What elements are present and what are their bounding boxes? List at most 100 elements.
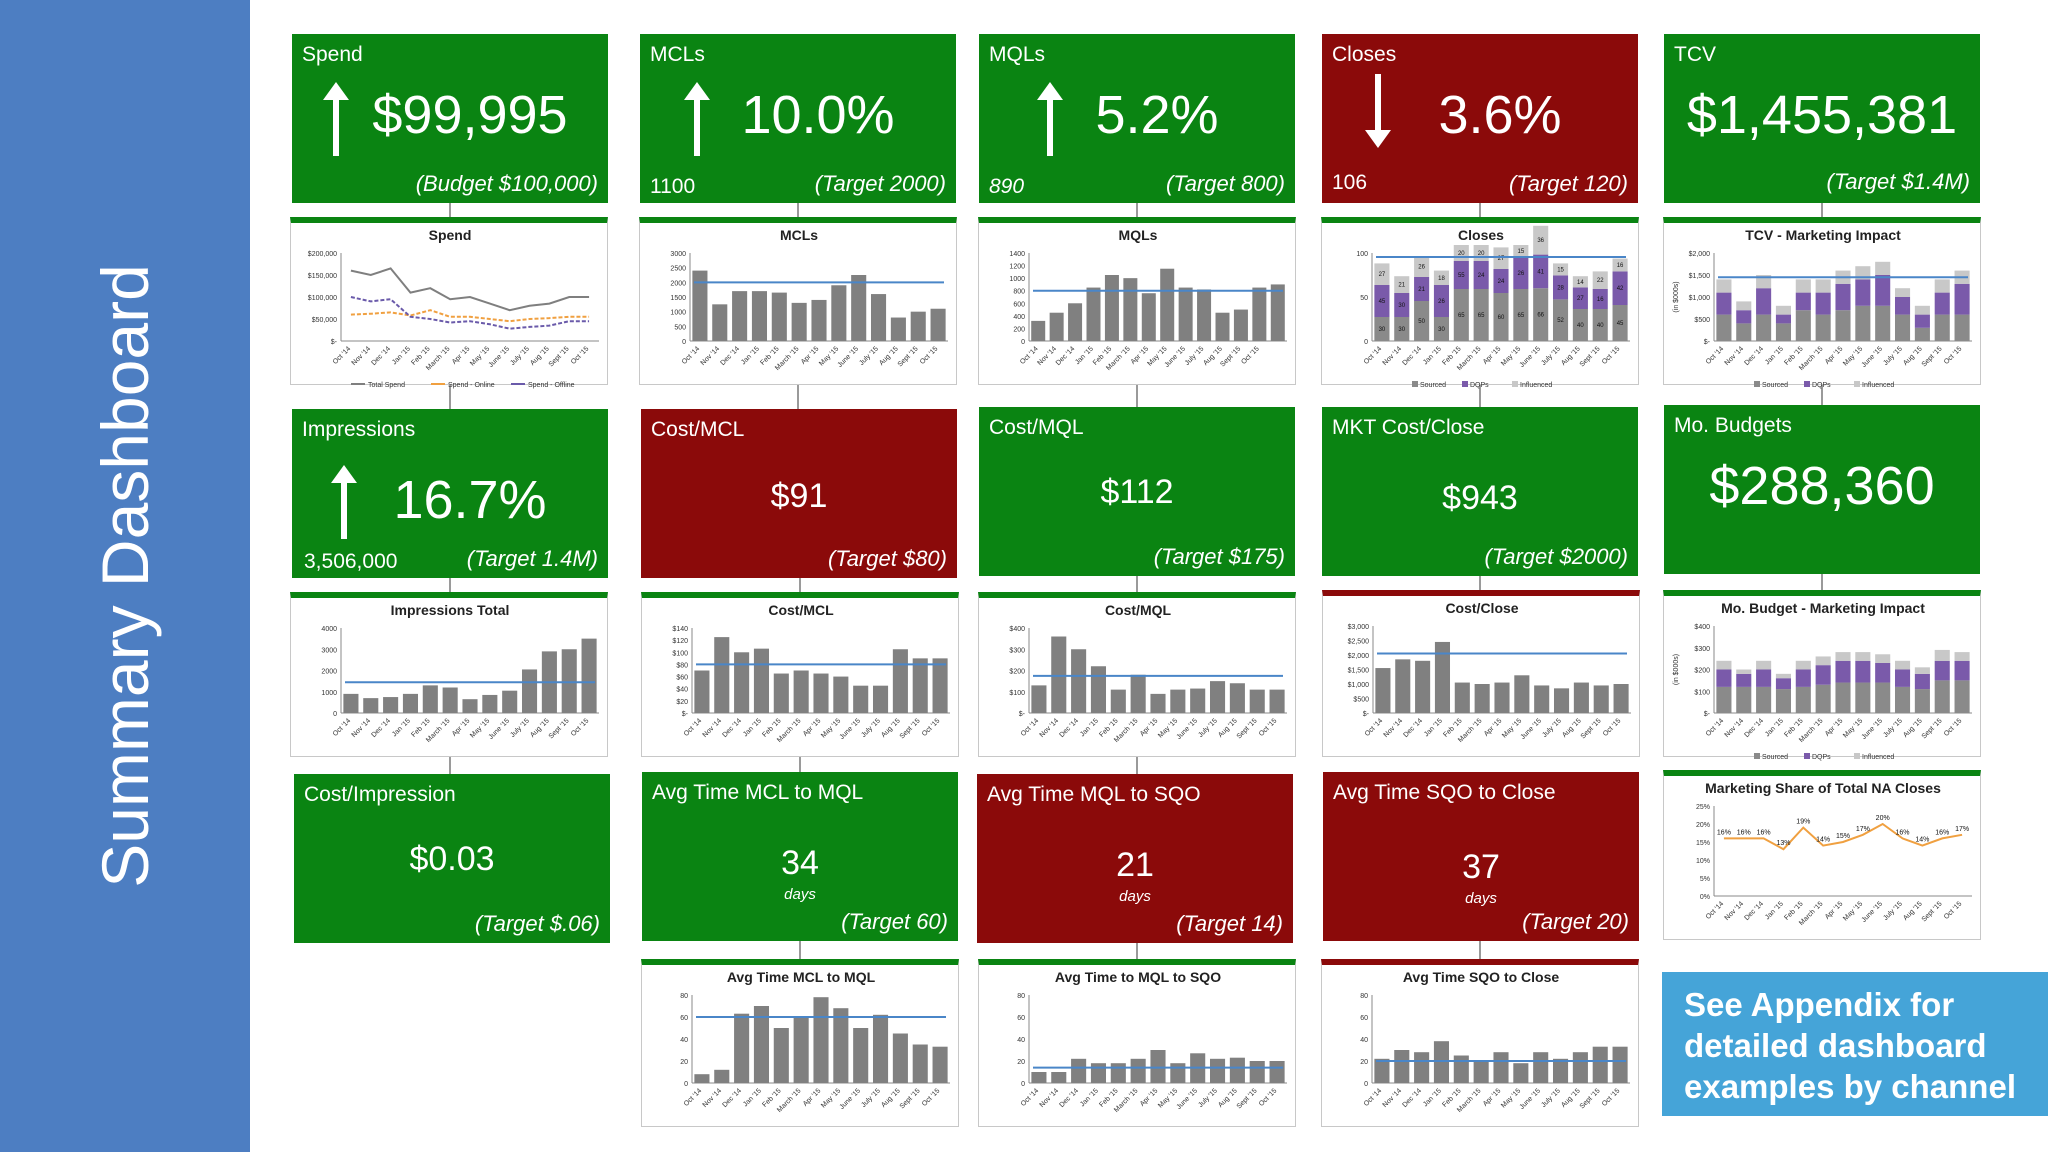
bar (853, 685, 869, 713)
data-label: 30 (1379, 327, 1386, 333)
kpi-label: Spend (302, 43, 363, 66)
bar-segment (1835, 310, 1851, 341)
kpi-cost-mcl[interactable]: Cost/MCL $91 (Target $80) (641, 409, 957, 578)
data-label: 26 (1438, 299, 1445, 305)
chart-title: MCLs (780, 227, 818, 243)
x-tick-label: July '15 (1540, 345, 1562, 367)
connector (797, 385, 799, 409)
bar (442, 687, 458, 713)
kpi-label: MQLs (989, 43, 1046, 66)
kpi-value: 37 (1462, 848, 1500, 886)
bar-segment (1914, 689, 1930, 713)
chart-tcv: TCV - Marketing Impact $2,000 $1,500 $1,000… (1663, 217, 1981, 389)
bar (870, 294, 887, 341)
kpi-target: (Target 2000) (814, 171, 946, 196)
x-tick-label: June '15 (839, 717, 863, 741)
y-tick-label: $100 (1009, 690, 1025, 697)
bar (581, 638, 597, 713)
legend-swatch (1412, 381, 1418, 387)
x-tick-label: Oct '14 (1705, 900, 1726, 921)
data-label: 16% (1896, 829, 1910, 836)
bar (363, 698, 379, 713)
data-label: 36 (1537, 238, 1544, 244)
data-label: 26 (1518, 271, 1525, 277)
bar-segment (1855, 660, 1871, 683)
kpi-mqls[interactable]: MQLs 5.2% 890 (Target 800) (979, 34, 1295, 203)
appendix-callout[interactable]: See Appendix for detailed dashboard exam… (1662, 972, 2048, 1116)
x-tick-label: Sept '15 (1580, 717, 1603, 740)
connector (449, 385, 451, 409)
bar-segment (1914, 667, 1930, 674)
y-tick-label: $50,000 (312, 317, 337, 324)
kpi-impressions[interactable]: Impressions 16.7% 3,506,000 (Target 1.4M… (292, 409, 608, 578)
x-tick-label: June '15 (1176, 717, 1200, 741)
bar-segment (1875, 275, 1891, 306)
arrow-up-icon (684, 82, 710, 156)
bar-segment (1775, 673, 1792, 679)
data-label: 17% (1856, 826, 1870, 833)
y-tick-label: $1,000 (1689, 295, 1711, 302)
kpi-avg-sqo-close[interactable]: Avg Time SQO to Close 37 days (Target 20… (1323, 772, 1639, 941)
data-label: 27 (1379, 272, 1386, 278)
x-tick-label: Jan '15 (391, 345, 412, 366)
bar (1071, 649, 1087, 713)
bar-segment (1592, 271, 1608, 289)
data-label: 60 (1498, 315, 1505, 321)
bar-segment (1855, 652, 1871, 661)
kpi-cost-impression[interactable]: Cost/Impression $0.03 (Target $.06) (294, 774, 610, 943)
x-tick-label: June '15 (1519, 345, 1543, 369)
kpi-avg-mql-sqo[interactable]: Avg Time MQL to SQO 21 days (Target 14) (977, 774, 1293, 943)
kpi-closes[interactable]: Closes 3.6% 106 (Target 120) (1322, 34, 1638, 203)
x-tick-label: Oct '15 (921, 717, 942, 738)
kpi-mcls[interactable]: MCLs 10.0% 1100 (Target 2000) (640, 34, 956, 203)
kpi-target: (Target $.06) (474, 911, 600, 936)
bar-segment (1815, 684, 1831, 713)
bar (1123, 278, 1138, 341)
bar-segment (1736, 310, 1752, 324)
y-tick-label: 3000 (321, 647, 337, 654)
chart-avg-mql-sqo: Avg Time to MQL to SQO 80 60 40 20 0 Oct '14 No… (978, 959, 1296, 1127)
x-tick-label: Jan '15 (1079, 717, 1100, 738)
series-line (350, 296, 590, 330)
kpi-mo-budgets[interactable]: Mo. Budgets $288,360 (1664, 405, 1980, 574)
kpi-avg-mcl-mql[interactable]: Avg Time MCL to MQL 34 days (Target 60) (642, 772, 958, 941)
x-tick-label: Oct '14 (1020, 1087, 1041, 1108)
kpi-mkt-cost-close[interactable]: MKT Cost/Close $943 (Target $2000) (1322, 407, 1638, 576)
data-label: 14% (1915, 837, 1929, 844)
bar (872, 1014, 889, 1083)
y-tick-label: 20 (680, 1059, 688, 1066)
x-tick-label: June '15 (1861, 345, 1885, 369)
bar (1170, 689, 1186, 713)
bar-segment (1914, 305, 1930, 315)
kpi-spend[interactable]: Spend $99,995 (Budget $100,000) (292, 34, 608, 203)
kpi-label: Avg Time MCL to MQL (652, 781, 864, 804)
connector (1136, 757, 1138, 774)
y-tick-label: $200 (1009, 669, 1025, 676)
y-tick-label: $- (331, 339, 338, 346)
bar (793, 1017, 809, 1083)
bar (1233, 309, 1248, 341)
x-tick-label: Oct '14 (683, 717, 704, 738)
x-tick-label: June '15 (488, 345, 512, 369)
y-tick-label: 80 (1360, 993, 1368, 1000)
kpi-target: (Target 800) (1165, 171, 1285, 196)
y-tick-label: 2000 (670, 280, 686, 287)
x-tick-label: Dec '14 (721, 1087, 743, 1109)
data-label: 18 (1438, 276, 1445, 282)
kpi-label: TCV (1674, 43, 1716, 66)
chart-title: Cost/MCL (768, 602, 834, 618)
bar-segment (1875, 662, 1891, 683)
series-line (350, 267, 590, 312)
y-tick-label: $100 (1694, 689, 1710, 696)
x-tick-label: Nov '14 (702, 1087, 724, 1109)
bar-segment (1954, 652, 1970, 661)
kpi-tcv[interactable]: TCV $1,455,381 (Target $1.4M) (1664, 34, 1980, 203)
bar (1130, 1058, 1146, 1083)
kpi-cost-mql[interactable]: Cost/MQL $112 (Target $175) (979, 407, 1295, 576)
data-label: 20% (1876, 815, 1890, 822)
chart-spend: Spend $200,000 $150,000 $100,000 $50,000 $- Oc… (290, 217, 608, 389)
x-tick-label: Nov '14 (1036, 345, 1058, 367)
bar (1141, 293, 1156, 341)
data-label: 27 (1577, 296, 1584, 302)
bar (1071, 1058, 1087, 1083)
